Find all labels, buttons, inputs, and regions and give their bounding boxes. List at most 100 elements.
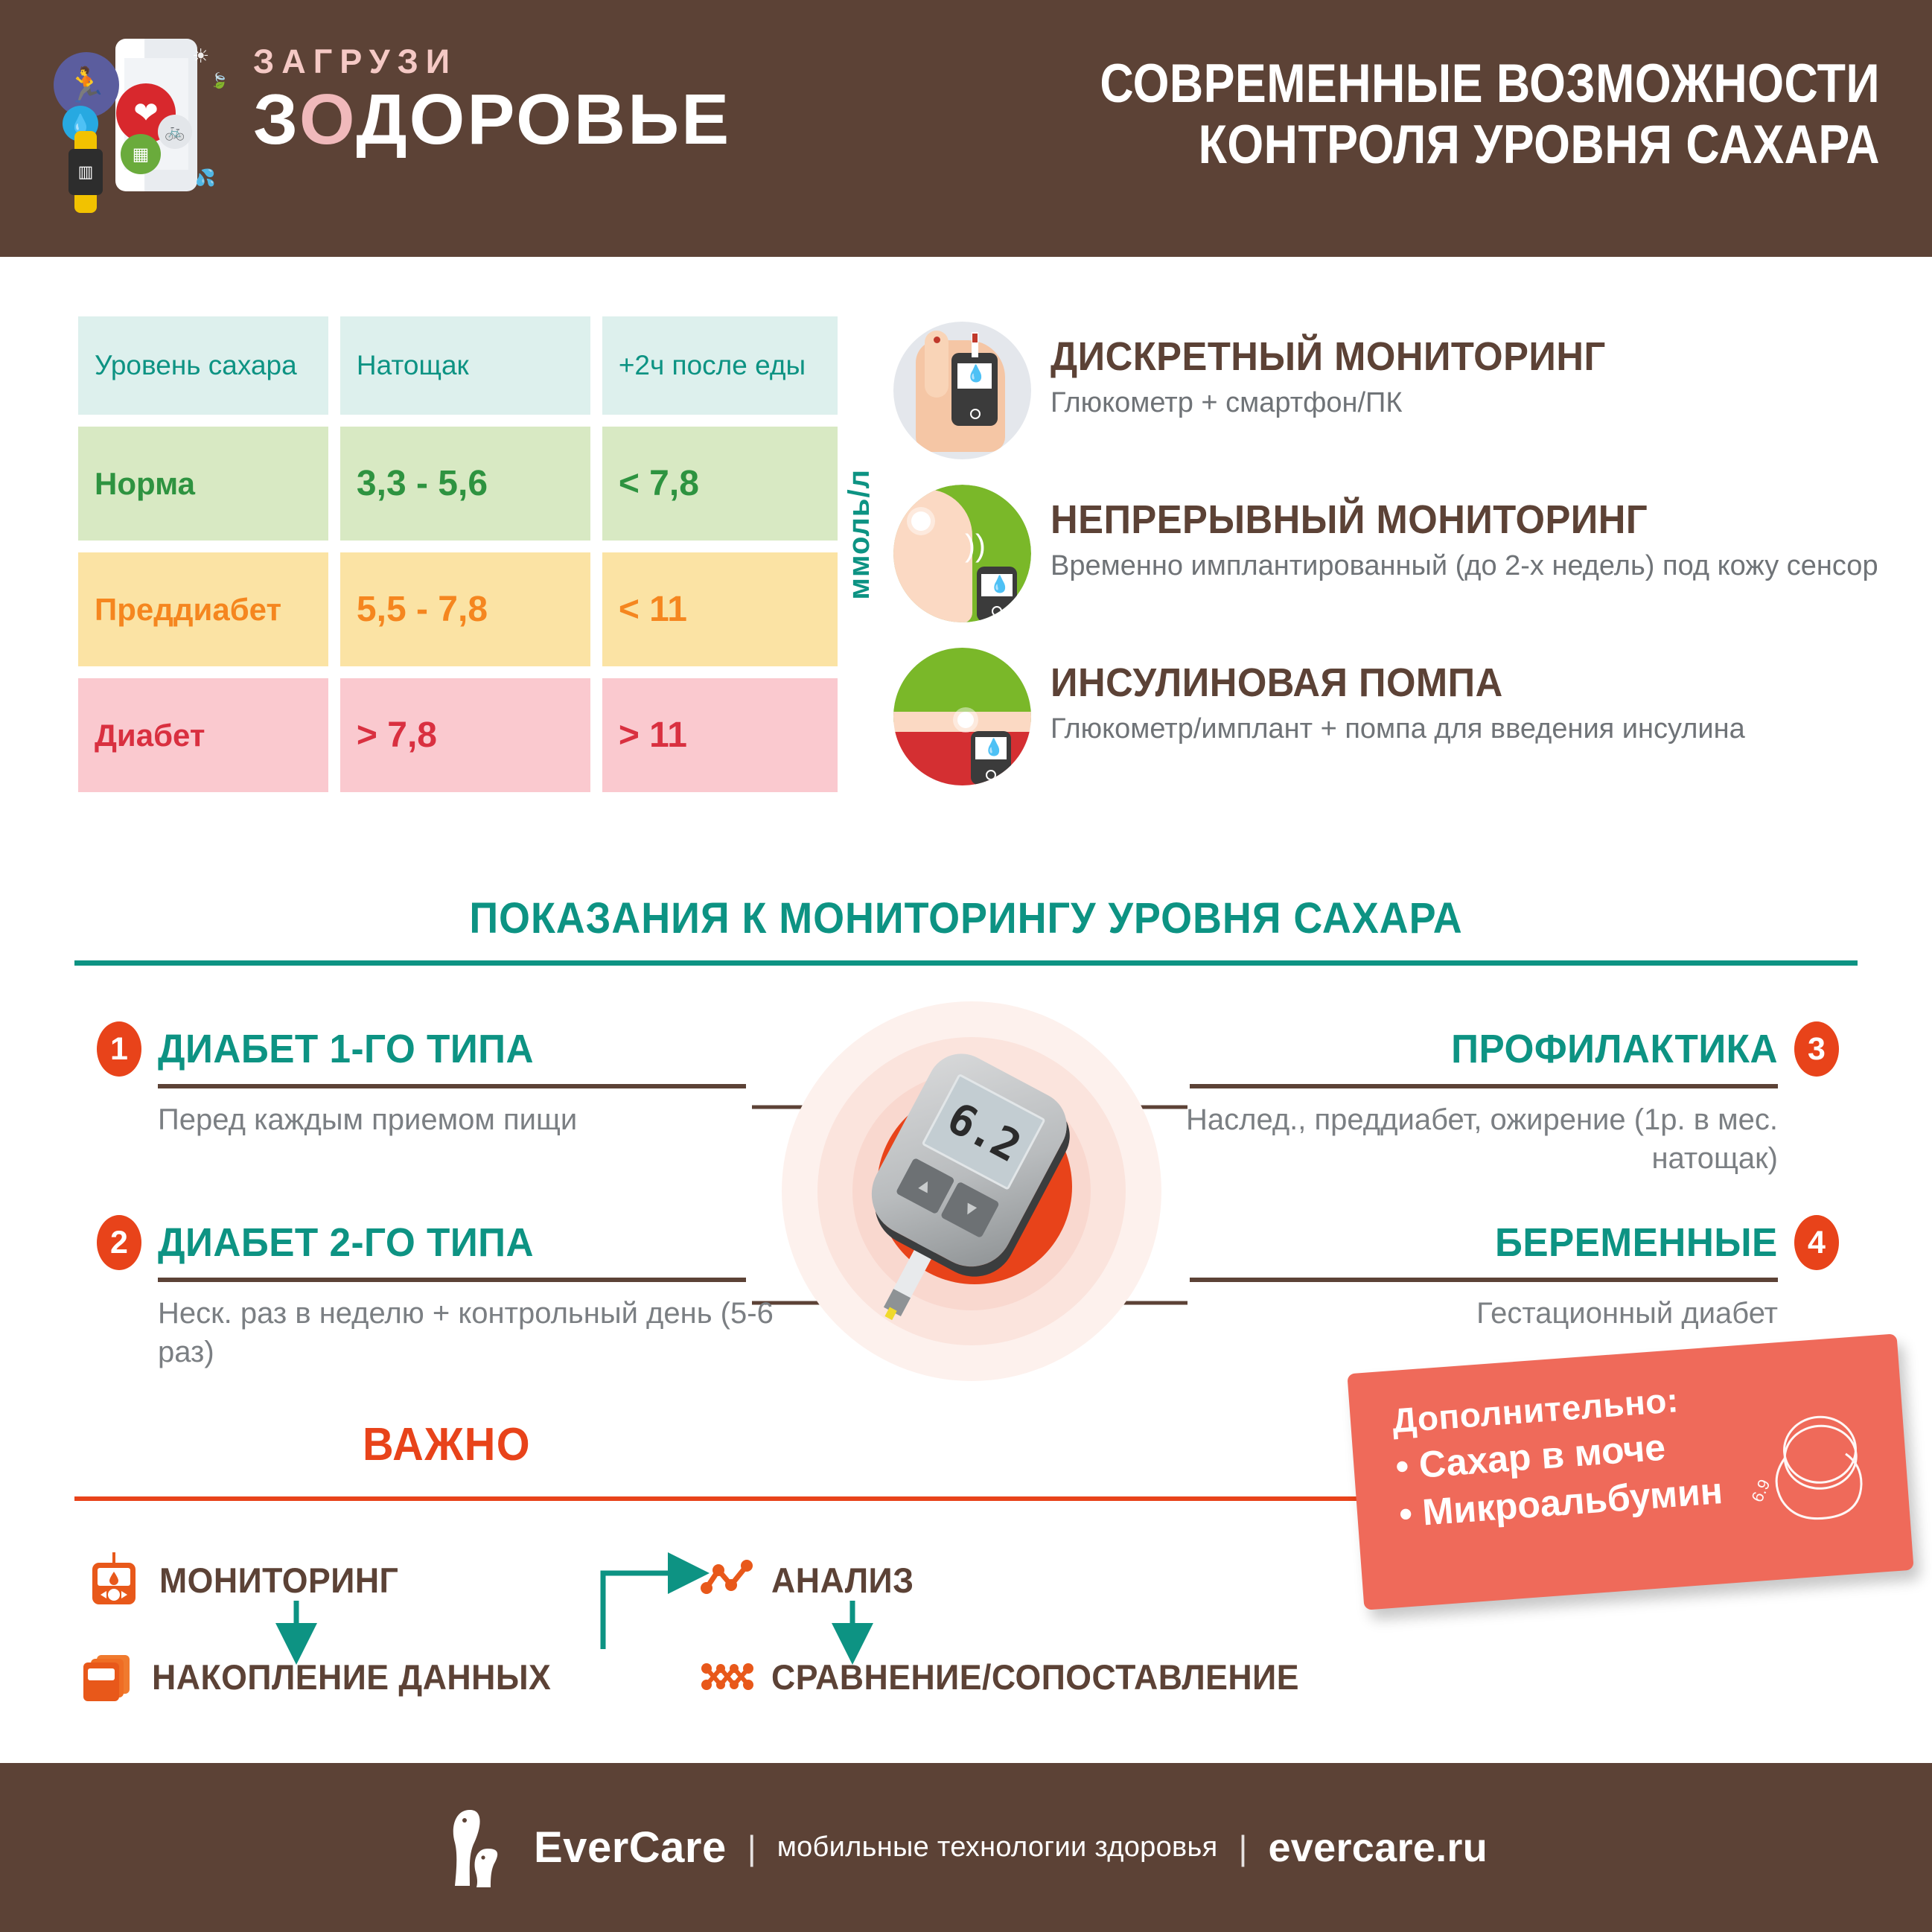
indication-number-badge: 1 [97,1021,141,1077]
indication-title: ДИАБЕТ 1-ГО ТИПА [158,1027,535,1071]
indication-item-4: 4 БЕРЕМЕННЫЕ Гестационный диабет [1109,1215,1839,1333]
urine-container-icon: 6.9 [1747,1415,1863,1520]
water-drop-icon: 💧 [63,106,98,141]
indication-description: Перед каждым приемом пищи [158,1103,578,1136]
footer-separator-1: | [747,1828,756,1867]
footer-tagline: мобильные технологии здоровья [777,1831,1218,1863]
indication-title: ПРОФИЛАКТИКА [1451,1027,1778,1071]
row-postmeal-norm: < 7,8 [602,427,838,541]
table-unit-label: ммоль/л [843,469,876,600]
row-fasting-diabetes: > 7,8 [339,678,590,792]
svg-text:6.9: 6.9 [1747,1476,1773,1505]
brand-wordmark: ЗАГРУЗИ ЗОДОРОВЬЕ [253,45,731,156]
indication-underline [158,1084,746,1088]
logo-main-label: ЗОДОРОВЬЕ [253,84,731,156]
indication-item-2: 2 ДИАБЕТ 2-ГО ТИПА Неск. раз в неделю + … [97,1215,826,1371]
table-header-fasting: Натощак [339,316,590,415]
flow-label: МОНИТОРИНГ [159,1560,399,1600]
indication-description: Наслед., преддиабет, ожирение (1р. в мес… [1186,1103,1778,1175]
row-label-norm: Норма [78,427,328,541]
glucometer-reading: 6.2 [939,1092,1028,1172]
indication-title: БЕРЕМЕННЫЕ [1495,1220,1778,1265]
flow-label: АНАЛИЗ [771,1560,914,1600]
compare-icon [700,1649,755,1704]
list-item: )) НЕПРЕРЫВНЫЙ МОНИТОРИНГ Временно импла… [893,485,1906,622]
monitoring-subtitle: Глюкометр + смартфон/ПК [1051,387,1403,419]
row-fasting-prediabetes: 5,5 - 7,8 [339,552,590,666]
footer-separator-2: | [1238,1828,1248,1867]
table-row: Диабет > 7,8 > 11 [78,678,838,792]
evercare-bird-logo-icon [444,1807,513,1889]
arm-sensor-icon: )) [893,485,1031,622]
indication-description: Неск. раз в неделю + контрольный день (5… [158,1297,774,1368]
page-title-line2: КОНТРОЛЯ УРОВНЯ САХАРА [1198,115,1880,176]
data-stack-icon [80,1649,136,1704]
row-fasting-norm: 3,3 - 5,6 [339,427,590,541]
chart-line-icon [700,1552,755,1607]
table-header-postmeal: +2ч после еды [602,316,838,415]
monitoring-text: НЕПРЕРЫВНЫЙ МОНИТОРИНГ Временно импланти… [1051,485,1878,584]
indication-item-3: 3 ПРОФИЛАКТИКА Наслед., преддиабет, ожир… [1109,1021,1839,1178]
indication-number-badge: 3 [1794,1021,1839,1077]
list-item: ИНСУЛИНОВАЯ ПОМПА Глюкометр/имплант + по… [893,648,1906,785]
flow-step-comparison: СРАВНЕНИЕ/СОПОСТАВЛЕНИЕ [700,1649,1327,1704]
flow-step-monitoring: МОНИТОРИНГ [88,1552,411,1607]
table-header-level: Уровень сахара [78,316,328,415]
flow-label: НАКОПЛЕНИЕ ДАННЫХ [152,1657,552,1697]
monitoring-subtitle: Глюкометр/имплант + помпа для введения и… [1051,713,1745,745]
monitoring-title: НЕПРЕРЫВНЫЙ МОНИТОРИНГ [1051,497,1648,542]
list-item: ДИСКРЕТНЫЙ МОНИТОРИНГ Глюкометр + смартф… [893,322,1906,459]
central-glucometer-illustration: 6.2 ▲ ▼ [782,1001,1161,1381]
sun-icon: ☀ [192,45,210,67]
footer-brand: EverCare [534,1823,727,1872]
indication-number-badge: 4 [1794,1215,1839,1270]
indication-title: ДИАБЕТ 2-ГО ТИПА [158,1220,535,1265]
flow-label: СРАВНЕНИЕ/СОПОСТАВЛЕНИЕ [771,1657,1299,1697]
table-header-row: Уровень сахара Натощак +2ч после еды [78,316,838,415]
additional-tests-card: Дополнительно: • Сахар в моче • Микроаль… [1347,1333,1914,1610]
important-divider [74,1496,1437,1501]
important-section-title: ВАЖНО [363,1419,531,1470]
monitoring-title: ДИСКРЕТНЫЙ МОНИТОРИНГ [1051,334,1606,379]
row-label-prediabetes: Преддиабет [78,552,328,666]
flow-step-analysis: АНАЛИЗ [700,1552,922,1607]
leaf-icon: 🍃 [210,73,229,89]
flow-step-data-collection: НАКОПЛЕНИЕ ДАННЫХ [80,1649,573,1704]
row-label-diabetes: Диабет [78,678,328,792]
indication-description: Гестационный диабет [1476,1297,1778,1330]
monitoring-title: ИНСУЛИНОВАЯ ПОМПА [1051,660,1503,705]
bicycle-icon: 🚲 [158,115,192,149]
monitoring-types-list: ДИСКРЕТНЫЙ МОНИТОРИНГ Глюкометр + смартф… [893,322,1906,811]
insulin-pump-icon [893,648,1031,785]
smart-watch-icon: ▥ [68,131,103,213]
logo-main-o: О [299,80,357,159]
sugar-levels-table: Уровень сахара Натощак +2ч после еды Нор… [78,316,838,792]
indication-item-1: 1 ДИАБЕТ 1-ГО ТИПА Перед каждым приемом … [97,1021,826,1139]
indication-underline [1190,1278,1778,1282]
hand-glucometer-icon [893,322,1031,459]
calculator-icon: ▦ [121,134,161,174]
footer-url[interactable]: evercare.ru [1268,1825,1488,1870]
row-postmeal-diabetes: > 11 [602,678,838,792]
indication-underline [1190,1084,1778,1088]
droplets-icon: 💦 [195,168,216,187]
row-postmeal-prediabetes: < 11 [602,552,838,666]
indications-section-title: ПОКАЗАНИЯ К МОНИТОРИНГУ УРОВНЯ САХАРА [469,894,1463,943]
indication-underline [158,1278,746,1282]
monitoring-text: ДИСКРЕТНЫЙ МОНИТОРИНГ Глюкометр + смартф… [1051,322,1641,421]
zagruzi-zdorovye-logo-art: 🏃 ❤ 💧 ▦ 🚲 ▥ ☀ 🍃 💦 [52,30,253,213]
indication-number-badge: 2 [97,1215,141,1270]
table-row: Преддиабет 5,5 - 7,8 < 11 [78,552,838,666]
indications-divider [74,960,1858,966]
logo-top-label: ЗАГРУЗИ [253,42,458,80]
table-row: Норма 3,3 - 5,6 < 7,8 [78,427,838,541]
page-footer: EverCare | мобильные технологии здоровья… [0,1763,1932,1932]
monitoring-subtitle: Временно имплантированный (до 2-х недель… [1051,550,1878,582]
page-title-line1: СОВРЕМЕННЫЕ ВОЗМОЖНОСТИ [1100,54,1880,114]
page-header: 🏃 ❤ 💧 ▦ 🚲 ▥ ☀ 🍃 💦 ЗАГРУЗИ ЗОДОРОВЬЕ СОВР… [0,0,1932,288]
monitoring-text: ИНСУЛИНОВАЯ ПОМПА Глюкометр/имплант + по… [1051,648,1745,747]
glucometer-icon [88,1552,143,1607]
